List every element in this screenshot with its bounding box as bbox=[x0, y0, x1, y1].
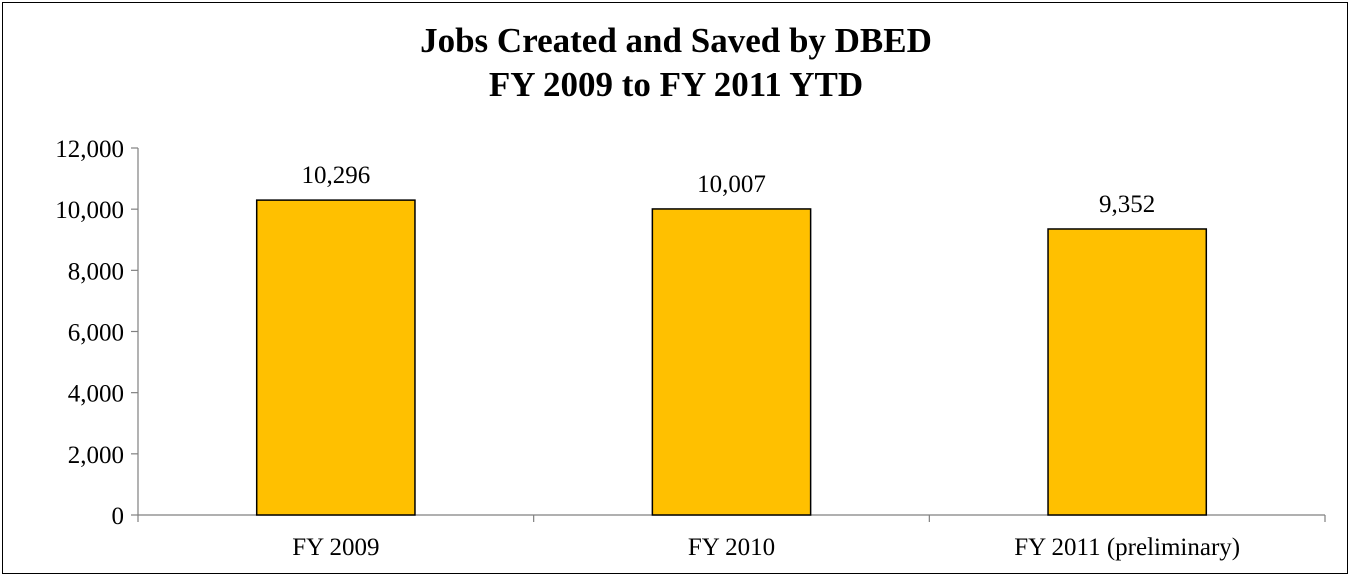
x-tick-label: FY 2010 bbox=[688, 534, 775, 561]
x-tick-label: FY 2011 (preliminary) bbox=[1014, 534, 1240, 561]
data-label: 10,296 bbox=[301, 162, 370, 189]
y-tick-label: 0 bbox=[112, 503, 125, 530]
y-tick-label: 2,000 bbox=[68, 442, 124, 469]
x-tick-label: FY 2009 bbox=[292, 534, 379, 561]
data-labels: 10,296 10,007 9,352 bbox=[301, 162, 1155, 218]
bar bbox=[651, 208, 812, 516]
data-label: 9,352 bbox=[1099, 191, 1155, 218]
data-label: 10,007 bbox=[697, 171, 766, 198]
y-tick-label: 4,000 bbox=[68, 381, 124, 408]
bars bbox=[255, 199, 1208, 516]
y-tick-label: 10,000 bbox=[55, 197, 124, 224]
y-tick-label: 12,000 bbox=[55, 136, 124, 163]
chart-title: Jobs Created and Saved by DBED bbox=[420, 21, 932, 60]
y-tick-label: 6,000 bbox=[68, 320, 124, 347]
bar bbox=[1047, 228, 1208, 516]
y-tick-label: 8,000 bbox=[68, 258, 124, 285]
bar bbox=[255, 199, 416, 516]
axes: 0 2,000 4,000 6,000 8,000 10,000 12,000 FY 2009… bbox=[55, 136, 1326, 561]
chart-subtitle: FY 2009 to FY 2011 YTD bbox=[489, 65, 863, 104]
